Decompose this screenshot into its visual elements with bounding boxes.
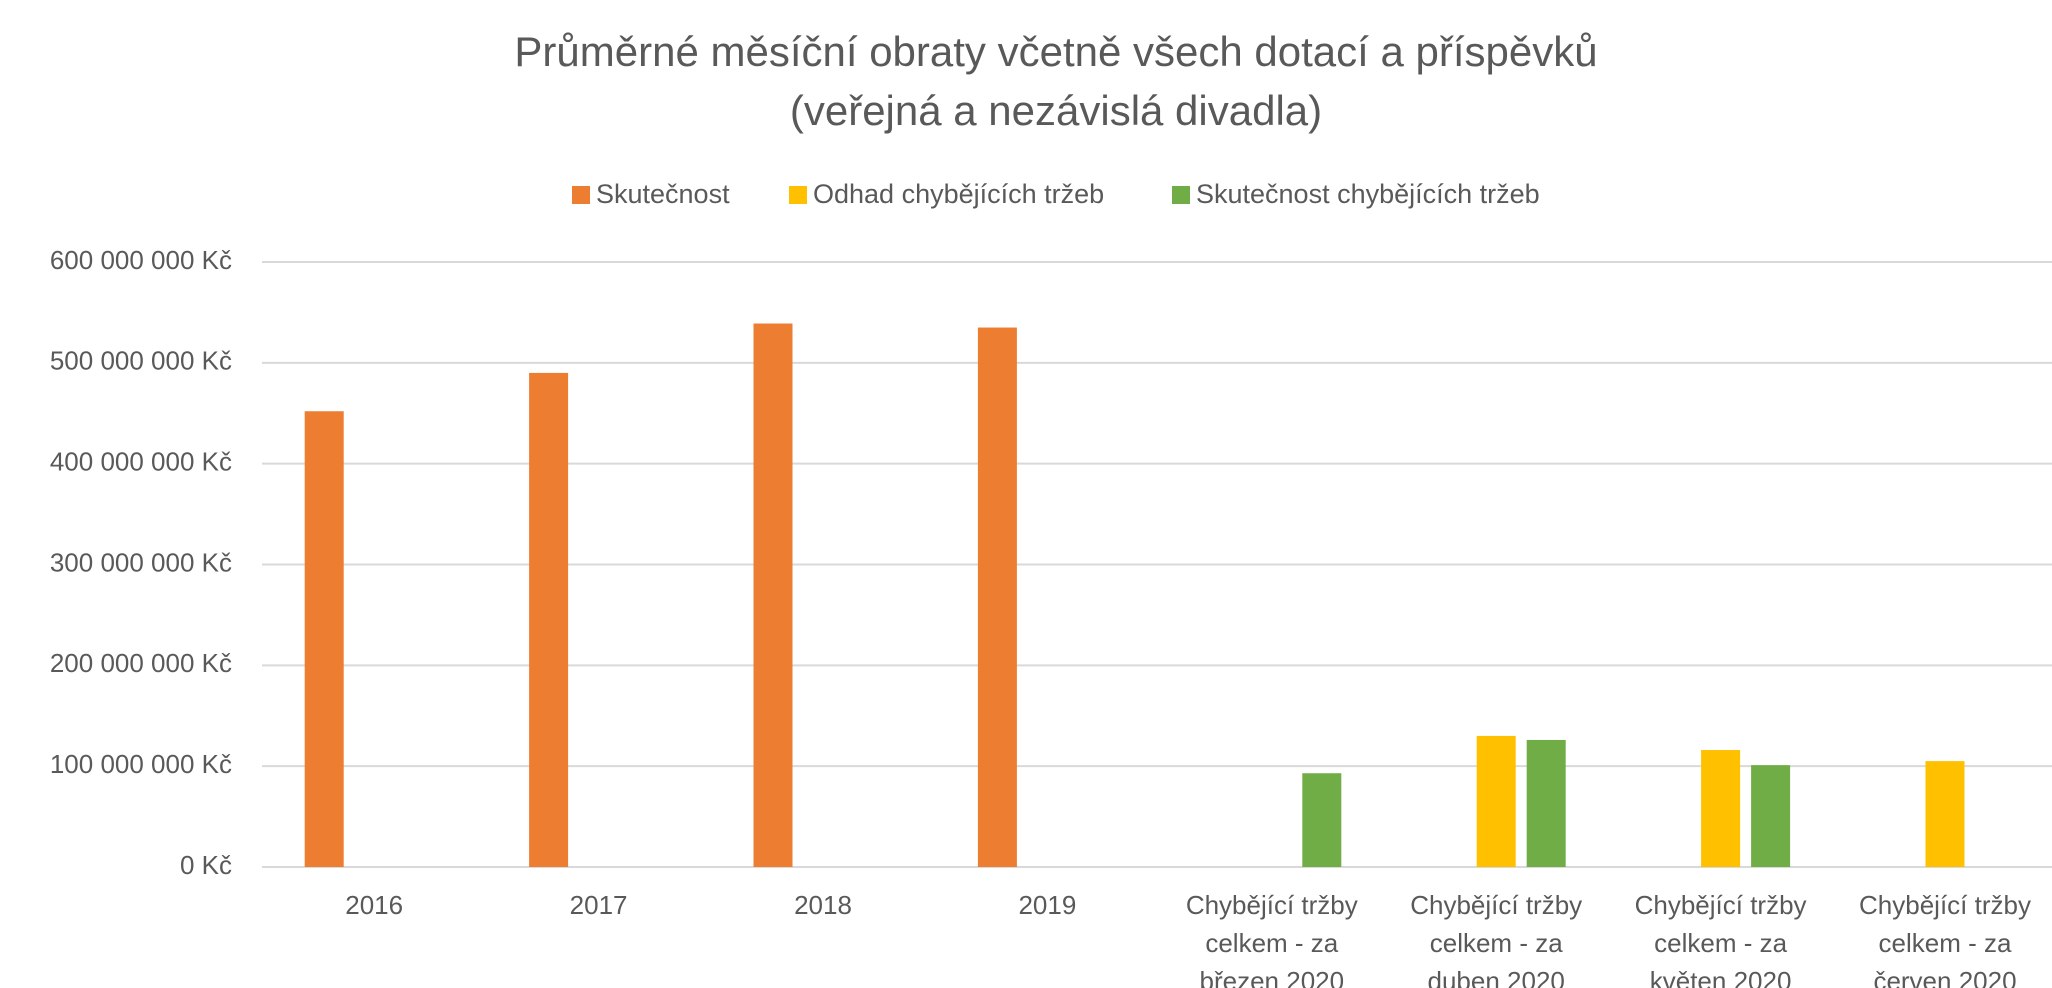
y-tick-label: 200 000 000 Kč: [50, 648, 232, 678]
x-tick-label: celkem - za: [1430, 928, 1563, 958]
bar: [529, 372, 569, 867]
y-tick-label: 0 Kč: [180, 850, 232, 880]
bar: [1302, 773, 1342, 867]
legend-swatch: [572, 186, 590, 204]
y-tick-label: 100 000 000 Kč: [50, 749, 232, 779]
legend-label: Odhad chybějících tržeb: [813, 179, 1104, 209]
x-tick-label: 2018: [794, 890, 852, 920]
bar: [1701, 750, 1741, 867]
x-tick-label: 2016: [345, 890, 403, 920]
y-tick-label: 500 000 000 Kč: [50, 346, 232, 376]
legend-label: Skutečnost chybějících tržeb: [1196, 179, 1540, 209]
x-tick-label: Chybějící tržby: [1410, 890, 1582, 920]
legend-label: Skutečnost: [596, 179, 730, 209]
x-tick-label: duben 2020: [1428, 966, 1565, 988]
bar: [1526, 739, 1566, 867]
x-tick-label: 2019: [1018, 890, 1076, 920]
legend-swatch: [789, 186, 807, 204]
bar: [1925, 761, 1965, 867]
bar: [977, 327, 1017, 868]
legend-swatch: [1172, 186, 1190, 204]
x-tick-label: Chybějící tržby: [1186, 890, 1358, 920]
chart-subtitle: (veřejná a nezávislá divadla): [790, 87, 1322, 134]
x-tick-label: červen 2020: [1873, 966, 2016, 988]
x-tick-label: Chybějící tržby: [1859, 890, 2031, 920]
y-tick-label: 600 000 000 Kč: [50, 245, 232, 275]
x-tick-label: březen 2020: [1200, 966, 1345, 988]
y-tick-label: 400 000 000 Kč: [50, 447, 232, 477]
bar: [1751, 765, 1791, 867]
bar: [304, 411, 344, 867]
x-tick-label: celkem - za: [1205, 928, 1338, 958]
bar: [1476, 735, 1516, 867]
y-tick-label: 300 000 000 Kč: [50, 547, 232, 577]
x-tick-label: celkem - za: [1879, 928, 2012, 958]
chart-title: Průměrné měsíční obraty včetně všech dot…: [514, 28, 1597, 75]
bar: [753, 323, 793, 868]
x-tick-label: 2017: [570, 890, 628, 920]
x-tick-label: celkem - za: [1654, 928, 1787, 958]
x-tick-label: květen 2020: [1650, 966, 1792, 988]
x-tick-label: Chybějící tržby: [1635, 890, 1807, 920]
